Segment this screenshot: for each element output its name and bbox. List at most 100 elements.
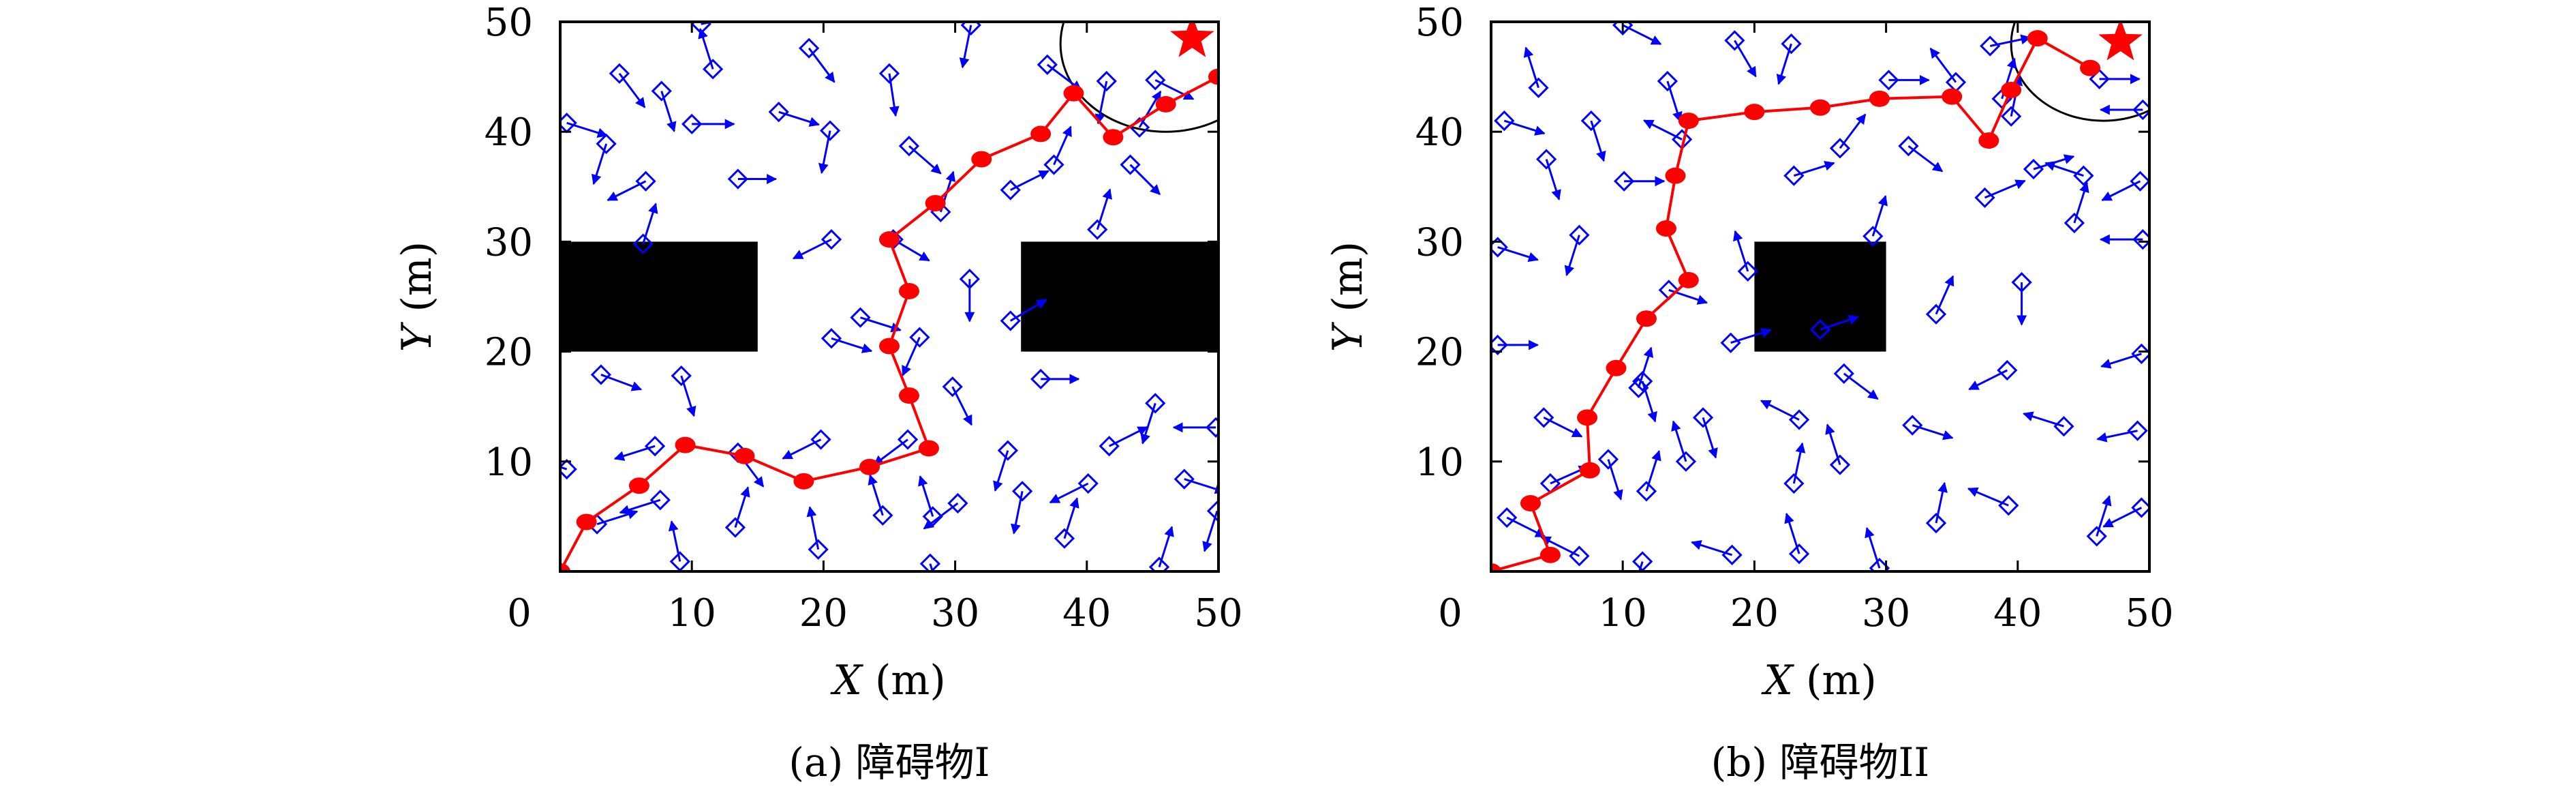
chart-a-diamond-marker [768,102,789,123]
chart-a-diamond-marker [596,133,617,155]
chart-b-diamond-marker [1533,407,1554,428]
chart-a-x-tick-label: 50 [1194,591,1242,636]
chart-b-waypoint [1678,271,1699,288]
chart-b-waypoint [1606,359,1627,376]
chart-a-diamond-marker [727,168,748,190]
chart-a-diamond-marker [1087,219,1108,240]
chart-a-frame [559,20,1220,573]
chart-b-x-tick-label: 10 [1599,591,1647,636]
chart-b-diamond-marker [2127,420,2148,441]
chart-a-y-tick-label: 10 [485,441,533,485]
chart-a-diamond-marker [1030,368,1052,390]
chart-b-diamond-marker [1788,409,1810,430]
chart-a-diamond-marker [942,376,963,398]
chart-b-waypoint [1577,409,1598,426]
chart-b-diamond-marker [1902,415,1923,436]
chart-a-diamond-marker [1000,310,1021,331]
chart-b-diamond-marker [1829,138,1851,159]
chart-b-diamond-marker [2089,68,2110,89]
chart-a-diamond-marker [819,120,841,141]
chart-a-waypoint [1155,95,1176,113]
chart-b-plot-area [1491,22,2149,571]
chart-b-diamond-marker [2086,526,2107,547]
chart-b-diamond-marker [2053,416,2074,437]
chart-a-waypoint [793,473,814,490]
chart-a-y-tick-label: 50 [485,1,533,45]
chart-a-obstacle-2 [1021,241,1218,352]
chart-b-waypoint [1491,563,1501,571]
chart-a-diamond-marker [1145,393,1166,414]
chart-a-diamond-marker [810,429,831,450]
chart-b-y-tick-label: 30 [1415,220,1464,265]
chart-b-diamond-marker [2131,497,2149,518]
chart-a-diamond-marker [671,365,692,387]
chart-a-y-tick-label: 20 [485,331,533,375]
chart-b-obstacle-1 [1754,241,1886,352]
chart-b-diamond-marker [1974,187,1995,209]
chart-a-waypoint [879,338,900,355]
chart-b-diamond-marker [2011,271,2032,293]
chart-b-waypoint [1869,90,1890,107]
chart-b-waypoint [1810,99,1830,116]
chart-a-waypoint [898,282,919,299]
chart-a-diamond-marker [1000,179,1021,200]
chart-a-x-tick-label: 20 [799,591,848,636]
chart-a-y-tick-label: 30 [485,220,533,265]
chart-a-waypoint [1103,129,1124,146]
chart-a-diamond-marker [1174,468,1195,490]
chart-b-diamond-marker [1898,136,1919,157]
chart-b-x-axis-label: X (m) [1761,657,1877,704]
chart-b-waypoint [1636,310,1657,327]
chart-a-waypoint [925,194,946,211]
chart-a-x-tick-label: 0 [507,591,532,636]
chart-a-x-tick-label: 30 [931,591,979,636]
chart-b-diamond-marker [1692,407,1714,428]
chart-b-diamond-marker [1925,303,1947,325]
chart-a-diamond-marker [897,429,919,450]
chart-b-diamond-marker [1632,371,1653,392]
chart-a-diamond-marker [644,436,666,457]
chart-a-diamond-marker [872,505,893,526]
chart-b-diamond-marker [1721,544,1743,565]
chart-b-diamond-marker [1829,454,1851,475]
chart-a-diamond-marker [1012,481,1033,502]
chart-b-diamond-marker [1657,70,1678,92]
chart-b-x-tick-label: 20 [1730,591,1779,636]
chart-b-x-tick-label: 40 [1993,591,2042,636]
chart-a-x-tick-label: 10 [668,591,716,636]
chart-a-waypoint [628,477,649,494]
chart-a-diamond-marker [1054,528,1075,549]
chart-b-diamond-marker [1614,170,1635,192]
chart-b-waypoint [1942,88,1963,105]
chart-b-waypoint [1665,167,1686,184]
chart-a-diamond-marker [1037,54,1058,75]
chart-b-diamond-marker [1997,359,2018,381]
chart-a-diamond-marker [1145,70,1166,91]
chart-a-goal-region [1059,22,1218,133]
chart-b-x-tick-label: 30 [1862,591,1910,636]
chart-b-waypoint [2001,81,2022,98]
chart-b-y-tick-label: 40 [1415,110,1464,155]
chart-b-x-tick-label: 50 [2125,591,2173,636]
chart-b-diamond-marker [1720,332,1741,353]
chart-a-y-axis-var: Y [393,321,441,352]
chart-a-diamond-marker [1096,70,1117,92]
chart-b-waypoint [1579,462,1600,479]
chart-a-diamond-marker [651,80,672,102]
chart-b-waypoint [1520,495,1541,512]
chart-a-diamond-marker [878,63,900,84]
chart-b-waypoint [1655,220,1676,237]
chart-a-waypoint [879,231,900,248]
chart-a-x-axis-label: X (m) [830,657,946,704]
chart-b-diamond-marker [1569,224,1590,245]
chart-a-diamond-marker [919,553,941,571]
chart-a-diamond-marker [632,233,654,254]
chart-a-diamond-marker [1206,417,1218,438]
chart-a-diamond-marker [959,269,980,290]
chart-a-diamond-marker [808,539,829,560]
chart-b-waypoint [1539,546,1561,563]
chart-b-waypoint [1744,104,1765,121]
chart-a-diamond-marker [724,517,746,538]
